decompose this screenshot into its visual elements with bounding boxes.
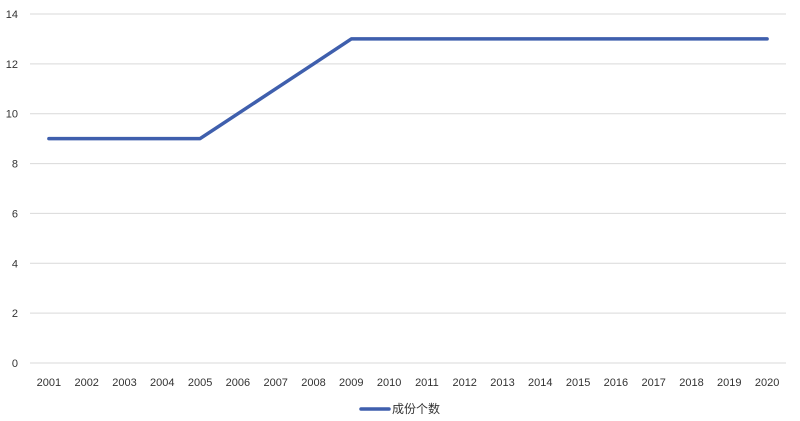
x-tick-label: 2004: [150, 377, 174, 389]
x-tick-label: 2016: [604, 377, 628, 389]
x-tick-label: 2010: [377, 377, 401, 389]
x-tick-label: 2019: [717, 377, 741, 389]
x-tick-label: 2005: [188, 377, 212, 389]
y-tick-label: 4: [12, 258, 18, 270]
y-tick-label: 10: [6, 109, 18, 121]
y-tick-label: 2: [12, 308, 18, 320]
x-tick-label: 2015: [566, 377, 590, 389]
x-tick-label: 2018: [679, 377, 703, 389]
y-tick-label: 12: [6, 59, 18, 71]
x-tick-label: 2001: [37, 377, 61, 389]
x-tick-label: 2002: [74, 377, 98, 389]
x-tick-label: 2008: [301, 377, 325, 389]
x-tick-label: 2011: [415, 377, 439, 389]
x-tick-label: 2012: [452, 377, 476, 389]
legend-label: 成份个数: [392, 401, 440, 416]
series-layer: [47, 37, 769, 141]
y-tick-label: 14: [6, 9, 18, 21]
x-tick-label: 2009: [339, 377, 363, 389]
x-tick-label: 2003: [112, 377, 136, 389]
y-axis-tick-labels: 0 2 4 6 8 10 12 14: [6, 9, 18, 370]
x-tick-label: 2014: [528, 377, 552, 389]
x-axis-tick-labels: 2001 2002 2003 2004 2005 2006 2007 2008 2009 2010…: [37, 377, 780, 389]
y-tick-label: 0: [12, 358, 18, 370]
x-tick-label: 2017: [641, 377, 665, 389]
y-tick-label: 6: [12, 208, 18, 220]
gridlines: [30, 13, 786, 364]
legend: 成份个数: [359, 401, 440, 416]
x-tick-label: 2020: [755, 377, 779, 389]
x-tick-label: 2006: [226, 377, 250, 389]
y-tick-label: 8: [12, 159, 18, 171]
series-line-0: [47, 37, 769, 141]
x-tick-label: 2013: [490, 377, 514, 389]
x-tick-label: 2007: [263, 377, 287, 389]
